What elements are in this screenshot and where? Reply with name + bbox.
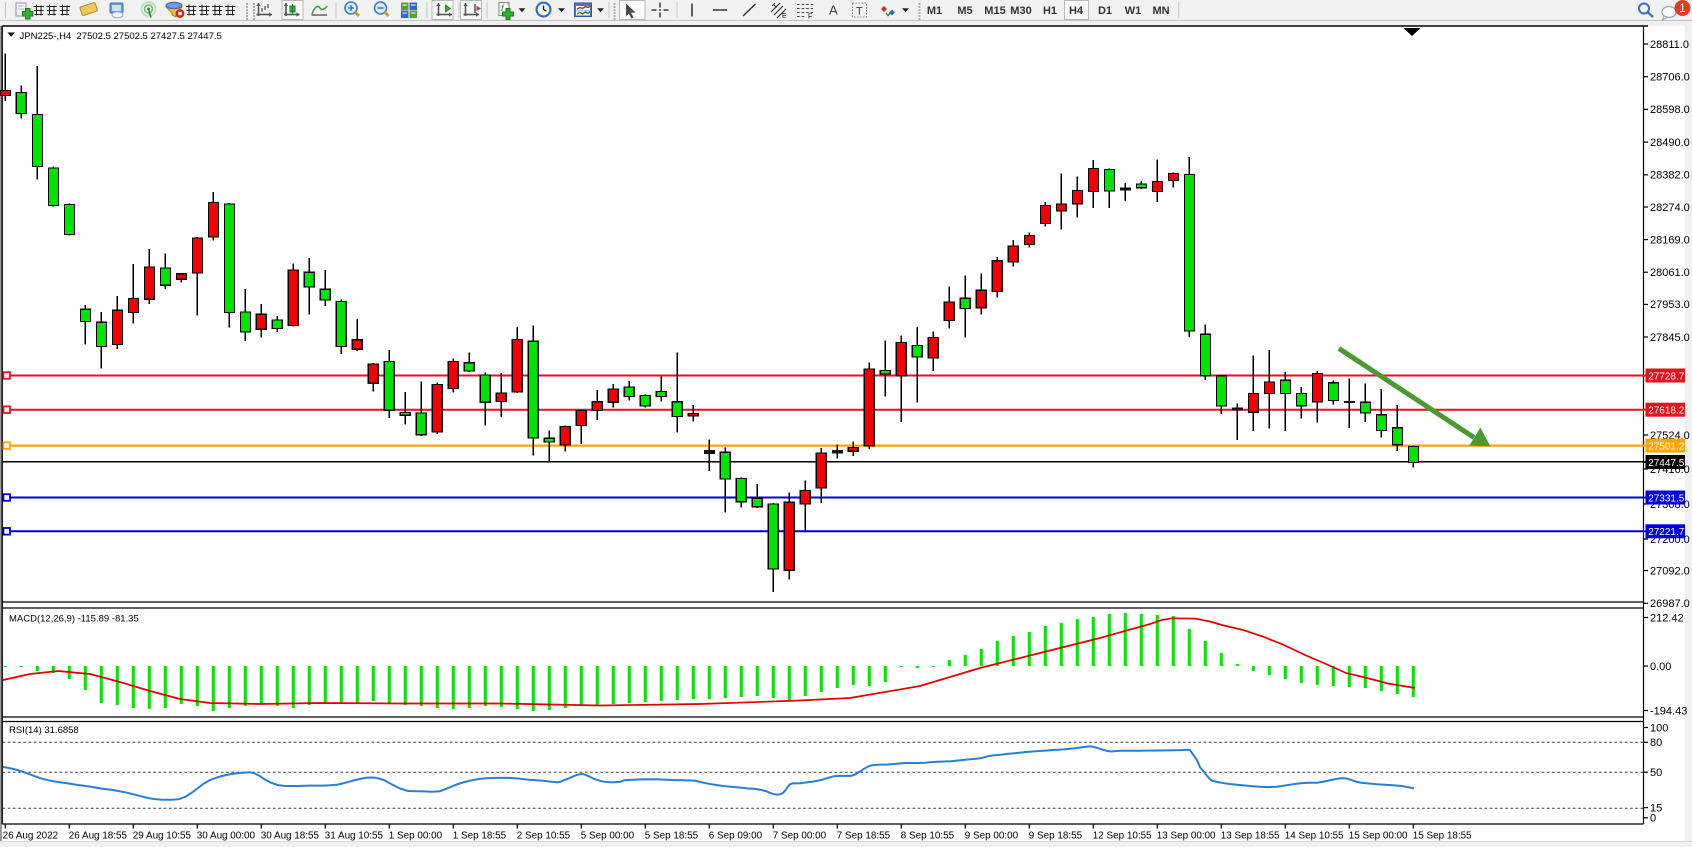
svg-text:26987.0: 26987.0 <box>1650 598 1690 610</box>
svg-text:MN: MN <box>1152 5 1169 17</box>
svg-text:1: 1 <box>1679 3 1685 15</box>
svg-text:27728.7: 27728.7 <box>1648 371 1685 382</box>
svg-text:1 Sep 18:55: 1 Sep 18:55 <box>453 831 507 842</box>
svg-text:JPN225-,H4 27502.5 27502.5 27: JPN225-,H4 27502.5 27502.5 27427.5 27447… <box>20 31 222 42</box>
svg-text:28490.0: 28490.0 <box>1650 137 1690 149</box>
svg-text:80: 80 <box>1650 737 1662 749</box>
svg-text:27618.2: 27618.2 <box>1648 406 1685 417</box>
svg-text:D1: D1 <box>1098 5 1112 17</box>
svg-text:7 Sep 18:55: 7 Sep 18:55 <box>837 831 891 842</box>
svg-text:28706.0: 28706.0 <box>1650 72 1690 84</box>
svg-text:27501.2: 27501.2 <box>1648 441 1685 452</box>
svg-text:30 Aug 18:55: 30 Aug 18:55 <box>261 831 320 842</box>
svg-text:0: 0 <box>1650 813 1656 825</box>
svg-text:28382.0: 28382.0 <box>1650 170 1690 182</box>
svg-text:13 Sep 18:55: 13 Sep 18:55 <box>1221 831 1280 842</box>
svg-text:50: 50 <box>1650 767 1662 779</box>
svg-text:28811.0: 28811.0 <box>1650 39 1689 51</box>
svg-text:M1: M1 <box>927 5 942 17</box>
svg-text:31 Aug 10:55: 31 Aug 10:55 <box>325 831 384 842</box>
svg-text:27845.0: 27845.0 <box>1650 332 1690 344</box>
svg-text:2 Sep 10:55: 2 Sep 10:55 <box>517 831 571 842</box>
svg-text:RSI(14) 31.6858: RSI(14) 31.6858 <box>9 725 79 736</box>
svg-text:7 Sep 00:00: 7 Sep 00:00 <box>773 831 827 842</box>
svg-text:T: T <box>856 6 863 18</box>
svg-text:W1: W1 <box>1125 5 1142 17</box>
svg-text:27447.5: 27447.5 <box>1648 458 1685 469</box>
svg-text:8 Sep 10:55: 8 Sep 10:55 <box>901 831 955 842</box>
svg-text:212.42: 212.42 <box>1650 612 1684 624</box>
svg-text:5 Sep 00:00: 5 Sep 00:00 <box>581 831 635 842</box>
svg-text:M15: M15 <box>984 5 1005 17</box>
svg-text:0.00: 0.00 <box>1650 661 1671 673</box>
svg-text:H4: H4 <box>1069 5 1084 17</box>
svg-text:MACD(12,26,9) -115.89 -81.35: MACD(12,26,9) -115.89 -81.35 <box>9 614 139 625</box>
svg-text:9 Sep 18:55: 9 Sep 18:55 <box>1029 831 1083 842</box>
svg-text:E: E <box>782 13 787 20</box>
svg-text:6 Sep 09:00: 6 Sep 09:00 <box>709 831 763 842</box>
svg-text:28169.0: 28169.0 <box>1650 234 1690 246</box>
svg-text:15 Sep 18:55: 15 Sep 18:55 <box>1413 831 1472 842</box>
svg-text:15 Sep 00:00: 15 Sep 00:00 <box>1349 831 1408 842</box>
svg-text:30 Aug 00:00: 30 Aug 00:00 <box>197 831 256 842</box>
svg-text:28598.0: 28598.0 <box>1650 104 1690 116</box>
svg-text:1 Sep 00:00: 1 Sep 00:00 <box>389 831 443 842</box>
svg-text:12 Sep 10:55: 12 Sep 10:55 <box>1093 831 1152 842</box>
svg-text:f: f <box>501 3 505 13</box>
svg-text:5 Sep 18:55: 5 Sep 18:55 <box>645 831 699 842</box>
svg-text:27221.7: 27221.7 <box>1648 527 1685 538</box>
svg-text:A: A <box>829 3 838 18</box>
svg-text:29 Aug 10:55: 29 Aug 10:55 <box>133 831 192 842</box>
svg-text:M5: M5 <box>957 5 972 17</box>
svg-text:M30: M30 <box>1010 5 1031 17</box>
svg-text:28061.0: 28061.0 <box>1650 267 1690 279</box>
svg-text:14 Sep 10:55: 14 Sep 10:55 <box>1285 831 1344 842</box>
svg-text:28274.0: 28274.0 <box>1650 202 1690 214</box>
svg-text:26 Aug 18:55: 26 Aug 18:55 <box>69 831 128 842</box>
svg-text:27092.0: 27092.0 <box>1650 565 1690 577</box>
svg-text:15: 15 <box>1650 802 1662 814</box>
svg-text:13 Sep 00:00: 13 Sep 00:00 <box>1157 831 1216 842</box>
svg-text:9 Sep 00:00: 9 Sep 00:00 <box>965 831 1019 842</box>
svg-text:-194.43: -194.43 <box>1650 705 1687 717</box>
svg-text:27953.0: 27953.0 <box>1650 299 1690 311</box>
svg-text:100: 100 <box>1650 722 1668 734</box>
svg-text:F: F <box>808 14 812 21</box>
svg-text:27331.5: 27331.5 <box>1648 493 1685 504</box>
svg-text:26 Aug 2022: 26 Aug 2022 <box>3 831 58 842</box>
svg-text:H1: H1 <box>1043 5 1057 17</box>
